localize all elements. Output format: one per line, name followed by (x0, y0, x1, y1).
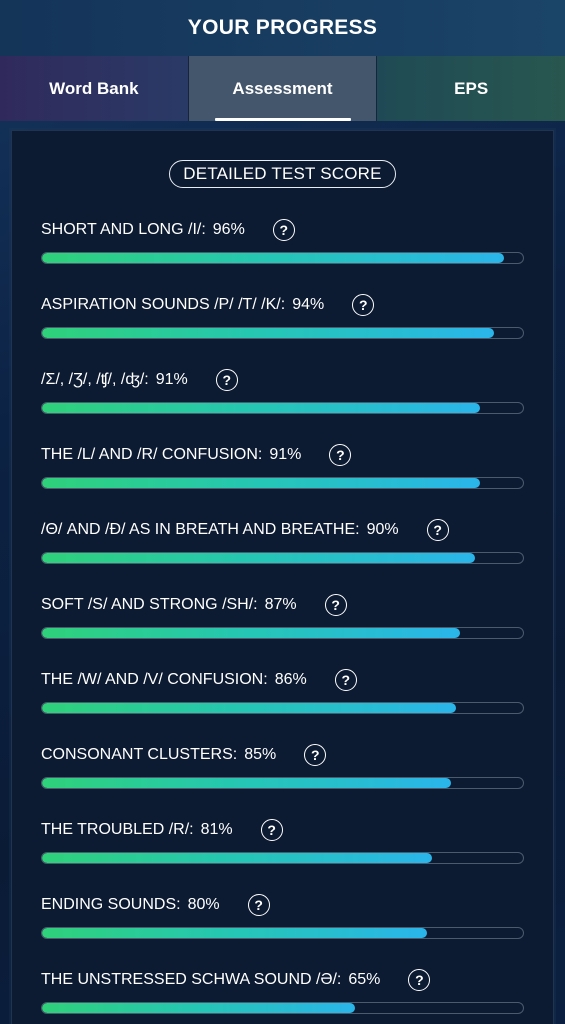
score-row: /Σ/, /Ʒ/, /ʧ/, /ʤ/: 91%? (41, 368, 525, 392)
tab-assessment[interactable]: Assessment (188, 56, 378, 121)
score-row: SOFT /S/ AND STRONG /SH/: 87%? (41, 593, 525, 617)
tab-eps[interactable]: EPS (377, 56, 565, 121)
progress-bar-track (41, 252, 524, 264)
progress-bar-fill (42, 853, 432, 863)
question-mark-icon[interactable]: ? (215, 369, 238, 391)
score-percent: 85% (244, 746, 277, 763)
progress-bar-track (41, 627, 524, 639)
score-item: ENDING SOUNDS: 80%? (41, 893, 525, 943)
progress-bar-fill (42, 328, 495, 338)
progress-bar-fill (42, 1003, 355, 1013)
score-row: SHORT AND LONG /I/: 96%? (41, 218, 525, 242)
tab-word-bank[interactable]: Word Bank (0, 56, 189, 121)
score-label: THE UNSTRESSED SCHWA SOUND /Ə/: (41, 971, 342, 988)
score-row: THE TROUBLED /R/: 81%? (41, 818, 525, 842)
score-percent: 94% (292, 296, 325, 313)
progress-bar-fill (42, 478, 480, 488)
score-label: SHORT AND LONG /I/: (41, 221, 206, 238)
tab-eps-label: EPS (454, 78, 489, 98)
score-row: THE /W/ AND /V/ CONFUSION: 86%? (41, 668, 525, 692)
progress-bar-track (41, 1002, 524, 1014)
progress-bar-fill (42, 403, 480, 413)
tab-word-bank-label: Word Bank (49, 78, 139, 98)
score-item: THE /W/ AND /V/ CONFUSION: 86%? (41, 668, 525, 718)
score-percent: 91% (269, 446, 302, 463)
progress-bar-fill (42, 628, 461, 638)
score-item: THE TROUBLED /R/: 81%? (41, 818, 525, 868)
score-label: THE /W/ AND /V/ CONFUSION: (41, 671, 268, 688)
score-label: /Θ/ AND /Ð/ AS IN BREATH AND BREATHE: (41, 521, 360, 538)
score-item: THE UNSTRESSED SCHWA SOUND /Ə/: 65%? (41, 968, 525, 1018)
score-item: ASPIRATION SOUNDS /P/ /T/ /K/: 94%? (41, 293, 525, 343)
score-item: CONSONANT CLUSTERS: 85%? (41, 743, 525, 793)
score-row: ASPIRATION SOUNDS /P/ /T/ /K/: 94%? (41, 293, 525, 317)
progress-bar-track (41, 402, 524, 414)
score-label: ASPIRATION SOUNDS /P/ /T/ /K/: (41, 296, 286, 313)
app-header: YOUR PROGRESS (0, 0, 565, 56)
score-label: ENDING SOUNDS: (41, 896, 181, 913)
score-percent: 91% (155, 371, 188, 388)
score-item: /Σ/, /Ʒ/, /ʧ/, /ʤ/: 91%? (41, 368, 525, 418)
progress-bar-track (41, 927, 524, 939)
score-item: /Θ/ AND /Ð/ AS IN BREATH AND BREATHE: 90%… (41, 518, 525, 568)
score-item: THE /L/ AND /R/ CONFUSION: 91%? (41, 443, 525, 493)
section-title: DETAILED TEST SCORE (169, 160, 396, 188)
tab-assessment-label: Assessment (232, 78, 333, 98)
progress-bar-track (41, 702, 524, 714)
question-mark-icon[interactable]: ? (272, 219, 295, 241)
score-percent: 96% (212, 221, 245, 238)
score-row: THE /L/ AND /R/ CONFUSION: 91%? (41, 443, 525, 467)
question-mark-icon[interactable]: ? (426, 519, 449, 541)
score-row: CONSONANT CLUSTERS: 85%? (41, 743, 525, 767)
progress-bar-fill (42, 253, 504, 263)
score-label: /Σ/, /Ʒ/, /ʧ/, /ʤ/: (41, 371, 149, 388)
progress-bar-fill (42, 703, 456, 713)
question-mark-icon[interactable]: ? (324, 594, 347, 616)
progress-bar-track (41, 852, 524, 864)
question-mark-icon[interactable]: ? (329, 444, 352, 466)
score-label: THE /L/ AND /R/ CONFUSION: (41, 446, 263, 463)
score-label: SOFT /S/ AND STRONG /SH/: (41, 596, 258, 613)
progress-bar-track (41, 552, 524, 564)
score-percent: 80% (187, 896, 220, 913)
progress-bar-track (41, 327, 524, 339)
page-title: YOUR PROGRESS (187, 16, 378, 39)
score-item: SHORT AND LONG /I/: 96%? (41, 218, 525, 268)
score-percent: 81% (200, 821, 233, 838)
question-mark-icon[interactable]: ? (304, 744, 327, 766)
score-label: THE TROUBLED /R/: (41, 821, 194, 838)
score-percent: 90% (366, 521, 399, 538)
score-row: /Θ/ AND /Ð/ AS IN BREATH AND BREATHE: 90%… (41, 518, 525, 542)
progress-bar-track (41, 777, 524, 789)
progress-bar-track (41, 477, 524, 489)
progress-bar-fill (42, 928, 427, 938)
score-row: ENDING SOUNDS: 80%? (41, 893, 525, 917)
progress-bar-fill (42, 778, 451, 788)
score-label: CONSONANT CLUSTERS: (41, 746, 238, 763)
score-row: THE UNSTRESSED SCHWA SOUND /Ə/: 65%? (41, 968, 525, 992)
tab-bar: Word Bank Assessment EPS (0, 56, 565, 121)
question-mark-icon[interactable]: ? (408, 969, 431, 991)
question-mark-icon[interactable]: ? (352, 294, 375, 316)
progress-bar-fill (42, 553, 475, 563)
test-score-panel: DETAILED TEST SCORE SHORT AND LONG /I/: 9… (11, 130, 554, 1024)
score-percent: 87% (264, 596, 297, 613)
question-mark-icon[interactable]: ? (260, 819, 283, 841)
active-tab-indicator (214, 118, 351, 121)
score-percent: 86% (274, 671, 307, 688)
score-percent: 65% (348, 971, 381, 988)
question-mark-icon[interactable]: ? (334, 669, 357, 691)
question-mark-icon[interactable]: ? (247, 894, 270, 916)
score-item: SOFT /S/ AND STRONG /SH/: 87%? (41, 593, 525, 643)
